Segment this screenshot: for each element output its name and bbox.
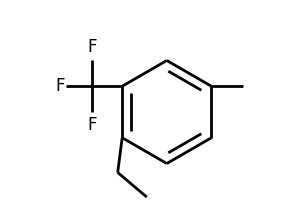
- Text: F: F: [87, 38, 97, 56]
- Text: F: F: [55, 77, 65, 95]
- Text: F: F: [87, 116, 97, 134]
